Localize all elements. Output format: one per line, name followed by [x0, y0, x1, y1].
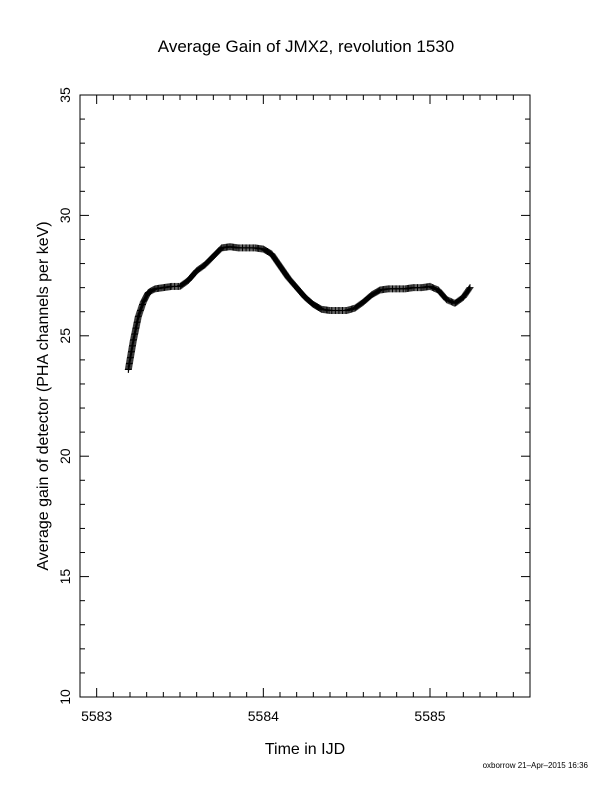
- data-point-interp: [465, 285, 473, 293]
- y-tick-label: 35: [57, 87, 73, 103]
- y-tick-label: 15: [57, 569, 73, 585]
- x-tick-label: 5583: [81, 708, 112, 724]
- y-tick-label: 25: [57, 328, 73, 344]
- axis-ticks: 10 15 20 25 30 35 5583 5584 5585: [57, 87, 531, 724]
- footer-stamp: oxborrow 21–Apr–2015 16:36: [483, 761, 589, 770]
- x-tick-label: 5585: [414, 708, 445, 724]
- x-tick-label: 5584: [248, 708, 279, 724]
- data-points: [124, 243, 474, 374]
- x-axis-label: Time in IJD: [265, 741, 345, 758]
- data-point: [466, 284, 474, 292]
- y-axis-label: Average gain of detector (PHA channels p…: [35, 221, 52, 570]
- plot-frame: [79, 94, 531, 698]
- y-tick-label: 10: [57, 689, 73, 705]
- chart-title: Average Gain of JMX2, revolution 1530: [158, 37, 454, 56]
- y-tick-label: 30: [57, 207, 73, 223]
- y-tick-label: 20: [57, 448, 73, 464]
